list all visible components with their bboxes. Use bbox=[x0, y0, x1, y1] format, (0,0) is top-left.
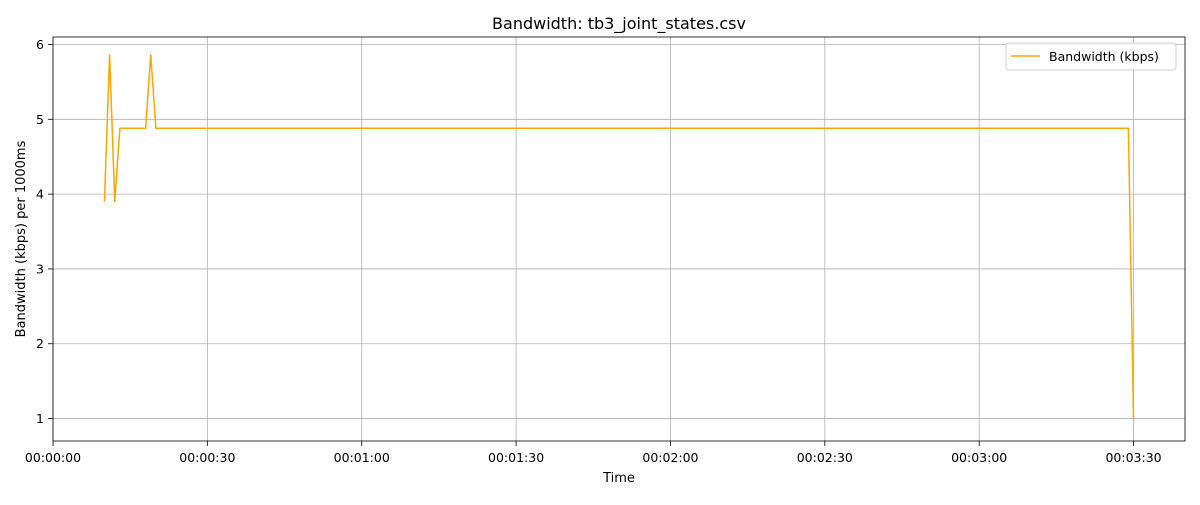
y-tick-label: 3 bbox=[36, 261, 44, 276]
x-tick-label: 00:02:30 bbox=[797, 450, 853, 465]
y-tick-label: 2 bbox=[36, 336, 44, 351]
x-tick-label: 00:02:00 bbox=[642, 450, 698, 465]
chart-title: Bandwidth: tb3_joint_states.csv bbox=[492, 14, 746, 34]
plot-frame bbox=[52, 36, 1186, 442]
x-tick-label: 00:00:30 bbox=[179, 450, 235, 465]
series-layer bbox=[103, 54, 1135, 421]
y-tick-label: 1 bbox=[36, 411, 44, 426]
y-axis-label: Bandwidth (kbps) per 1000ms bbox=[14, 140, 29, 337]
x-tick-label: 00:01:30 bbox=[488, 450, 544, 465]
grid bbox=[52, 37, 1185, 441]
legend-box bbox=[1005, 42, 1177, 71]
y-tick-label: 4 bbox=[36, 187, 44, 202]
x-tick-label: 00:03:00 bbox=[951, 450, 1007, 465]
x-tick-label: 00:03:30 bbox=[1105, 450, 1161, 465]
legend: Bandwidth (kbps) bbox=[1005, 42, 1177, 71]
y-tick-label: 5 bbox=[36, 112, 44, 127]
x-tick-label: 00:00:00 bbox=[25, 450, 81, 465]
legend-label: Bandwidth (kbps) bbox=[1049, 49, 1159, 64]
y-tick-label: 6 bbox=[36, 37, 44, 52]
x-tick-label: 00:01:00 bbox=[334, 450, 390, 465]
axis-ticks: 00:00:00 00:00:30 00:01:00 00:01:30 00:02:00… bbox=[25, 37, 1162, 465]
x-axis-label: Time bbox=[602, 471, 635, 486]
series-line-bandwidth bbox=[103, 54, 1135, 421]
